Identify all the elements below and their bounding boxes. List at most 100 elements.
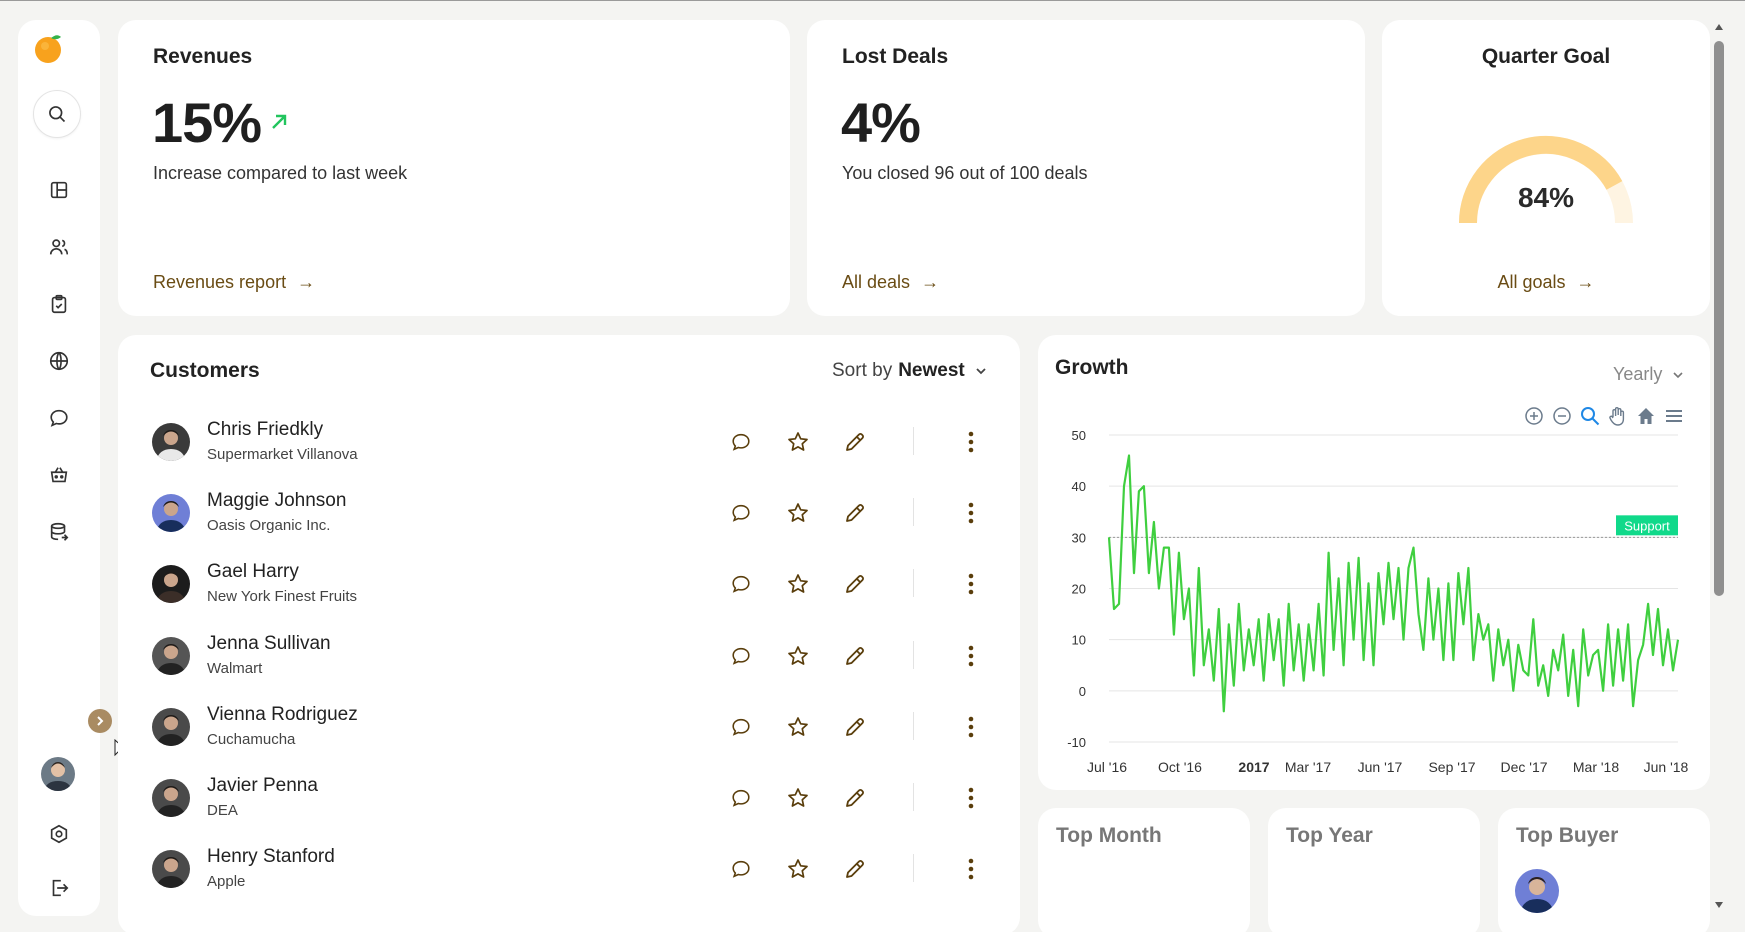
star-icon xyxy=(788,788,808,807)
edit-button[interactable] xyxy=(842,643,868,669)
customer-row[interactable]: Jenna Sullivan Walmart xyxy=(118,623,1018,687)
more-options-button[interactable] xyxy=(958,500,984,526)
message-button[interactable] xyxy=(728,714,754,740)
pencil-icon xyxy=(846,789,864,807)
top-buyer-avatar[interactable] xyxy=(1515,869,1559,913)
customer-avatar xyxy=(152,850,190,889)
scroll-down-arrow-icon[interactable] xyxy=(1714,901,1724,909)
edit-button[interactable] xyxy=(842,714,868,740)
customer-row[interactable]: Javier Penna DEA xyxy=(118,765,1018,829)
vertical-dots-icon xyxy=(968,502,974,524)
all-deals-link[interactable]: All deals → xyxy=(842,272,939,293)
customers-title: Customers xyxy=(150,359,260,382)
customer-row[interactable]: Chris Friedkly Supermarket Villanova xyxy=(118,409,1018,473)
favorite-button[interactable] xyxy=(785,429,811,455)
star-icon xyxy=(788,503,808,523)
all-goals-link[interactable]: All goals → xyxy=(1382,272,1710,293)
sidebar-item-database[interactable] xyxy=(18,518,100,546)
database-icon xyxy=(50,522,69,541)
sort-dropdown[interactable]: Sort by Newest xyxy=(832,360,987,382)
sidebar-collapse-toggle[interactable] xyxy=(88,709,112,733)
period-dropdown[interactable]: Yearly xyxy=(1613,364,1684,385)
message-button[interactable] xyxy=(728,429,754,455)
customer-row[interactable]: Gael Harry New York Finest Fruits xyxy=(118,551,1018,615)
favorite-button[interactable] xyxy=(785,643,811,669)
lost-deals-card: Lost Deals 4% You closed 96 out of 100 d… xyxy=(807,20,1365,316)
sidebar-item-globe[interactable] xyxy=(18,347,100,375)
vertical-dots-icon xyxy=(968,716,974,738)
all-deals-label: All deals xyxy=(842,272,911,292)
edit-button[interactable] xyxy=(842,856,868,882)
support-badge xyxy=(1616,515,1678,536)
customer-row[interactable]: Henry Stanford Apple xyxy=(118,836,1018,900)
quarter-goal-gauge xyxy=(1458,135,1633,224)
chat-bubble-icon xyxy=(50,409,68,427)
orange-logo-icon[interactable] xyxy=(33,32,65,64)
zoom-out-icon[interactable] xyxy=(1551,405,1573,427)
vertical-dots-icon xyxy=(968,574,974,595)
customer-avatar xyxy=(152,494,190,533)
favorite-button[interactable] xyxy=(785,500,811,526)
chat-bubble-icon xyxy=(732,576,750,594)
pan-hand-icon[interactable] xyxy=(1607,405,1629,427)
revenues-value: 15% xyxy=(152,91,262,154)
revenues-report-link[interactable]: Revenues report → xyxy=(153,272,315,293)
edit-button[interactable] xyxy=(842,429,868,455)
sidebar-item-users[interactable] xyxy=(18,233,100,261)
chat-bubble-icon xyxy=(732,647,750,665)
more-options-button[interactable] xyxy=(958,856,984,882)
message-button[interactable] xyxy=(728,785,754,811)
more-options-button[interactable] xyxy=(958,571,984,597)
x-tick-label: Jun '17 xyxy=(1358,759,1403,775)
quarter-goal-title: Quarter Goal xyxy=(1481,45,1611,68)
chat-bubble-icon xyxy=(732,505,750,522)
x-tick-label: Jun '18 xyxy=(1644,759,1689,775)
favorite-button[interactable] xyxy=(785,571,811,597)
menu-icon[interactable] xyxy=(1663,405,1685,427)
page-scrollbar[interactable] xyxy=(1710,19,1728,915)
globe-icon xyxy=(49,351,69,371)
zoom-in-icon[interactable] xyxy=(1523,405,1545,427)
selection-zoom-icon[interactable] xyxy=(1579,405,1601,427)
top-month-title: Top Month xyxy=(1056,824,1162,847)
customer-row[interactable]: Vienna Rodriguez Cuchamucha xyxy=(118,694,1018,758)
customer-row[interactable]: Maggie Johnson Oasis Organic Inc. xyxy=(118,480,1018,544)
user-avatar[interactable] xyxy=(41,757,75,791)
x-tick-label: Oct '16 xyxy=(1158,759,1202,775)
message-button[interactable] xyxy=(728,856,754,882)
search-button[interactable] xyxy=(33,90,81,138)
revenues-card: Revenues 15% Increase compared to last w… xyxy=(118,20,790,316)
edit-button[interactable] xyxy=(842,785,868,811)
sidebar-item-tasks[interactable] xyxy=(18,290,100,318)
pencil-icon xyxy=(846,575,864,594)
growth-series-line xyxy=(1107,454,1680,713)
reset-home-icon[interactable] xyxy=(1635,405,1657,427)
sidebar-item-settings[interactable] xyxy=(18,820,100,848)
more-options-button[interactable] xyxy=(958,714,984,740)
search-icon xyxy=(49,106,66,123)
message-button[interactable] xyxy=(728,500,754,526)
more-options-button[interactable] xyxy=(958,643,984,669)
star-icon xyxy=(788,574,808,594)
revenues-report-label: Revenues report xyxy=(153,272,287,292)
edit-button[interactable] xyxy=(842,571,868,597)
x-tick-label: 2017 xyxy=(1238,759,1269,775)
more-options-button[interactable] xyxy=(958,429,984,455)
scroll-up-arrow-icon[interactable] xyxy=(1714,23,1724,31)
sidebar-item-messages[interactable] xyxy=(18,404,100,432)
message-button[interactable] xyxy=(728,643,754,669)
favorite-button[interactable] xyxy=(785,714,811,740)
pencil-icon xyxy=(846,433,864,451)
y-tick-label: 20 xyxy=(1072,582,1086,597)
sidebar-item-dashboard[interactable] xyxy=(18,176,100,204)
favorite-button[interactable] xyxy=(785,785,811,811)
sidebar-item-shop[interactable] xyxy=(18,461,100,489)
quarter-goal-value: 84% xyxy=(1517,182,1575,213)
sidebar-item-logout[interactable] xyxy=(18,874,100,902)
scrollbar-thumb[interactable] xyxy=(1714,41,1724,596)
message-button[interactable] xyxy=(728,571,754,597)
lost-deals-description: You closed 96 out of 100 deals xyxy=(842,163,1088,183)
favorite-button[interactable] xyxy=(785,856,811,882)
more-options-button[interactable] xyxy=(958,785,984,811)
edit-button[interactable] xyxy=(842,500,868,526)
